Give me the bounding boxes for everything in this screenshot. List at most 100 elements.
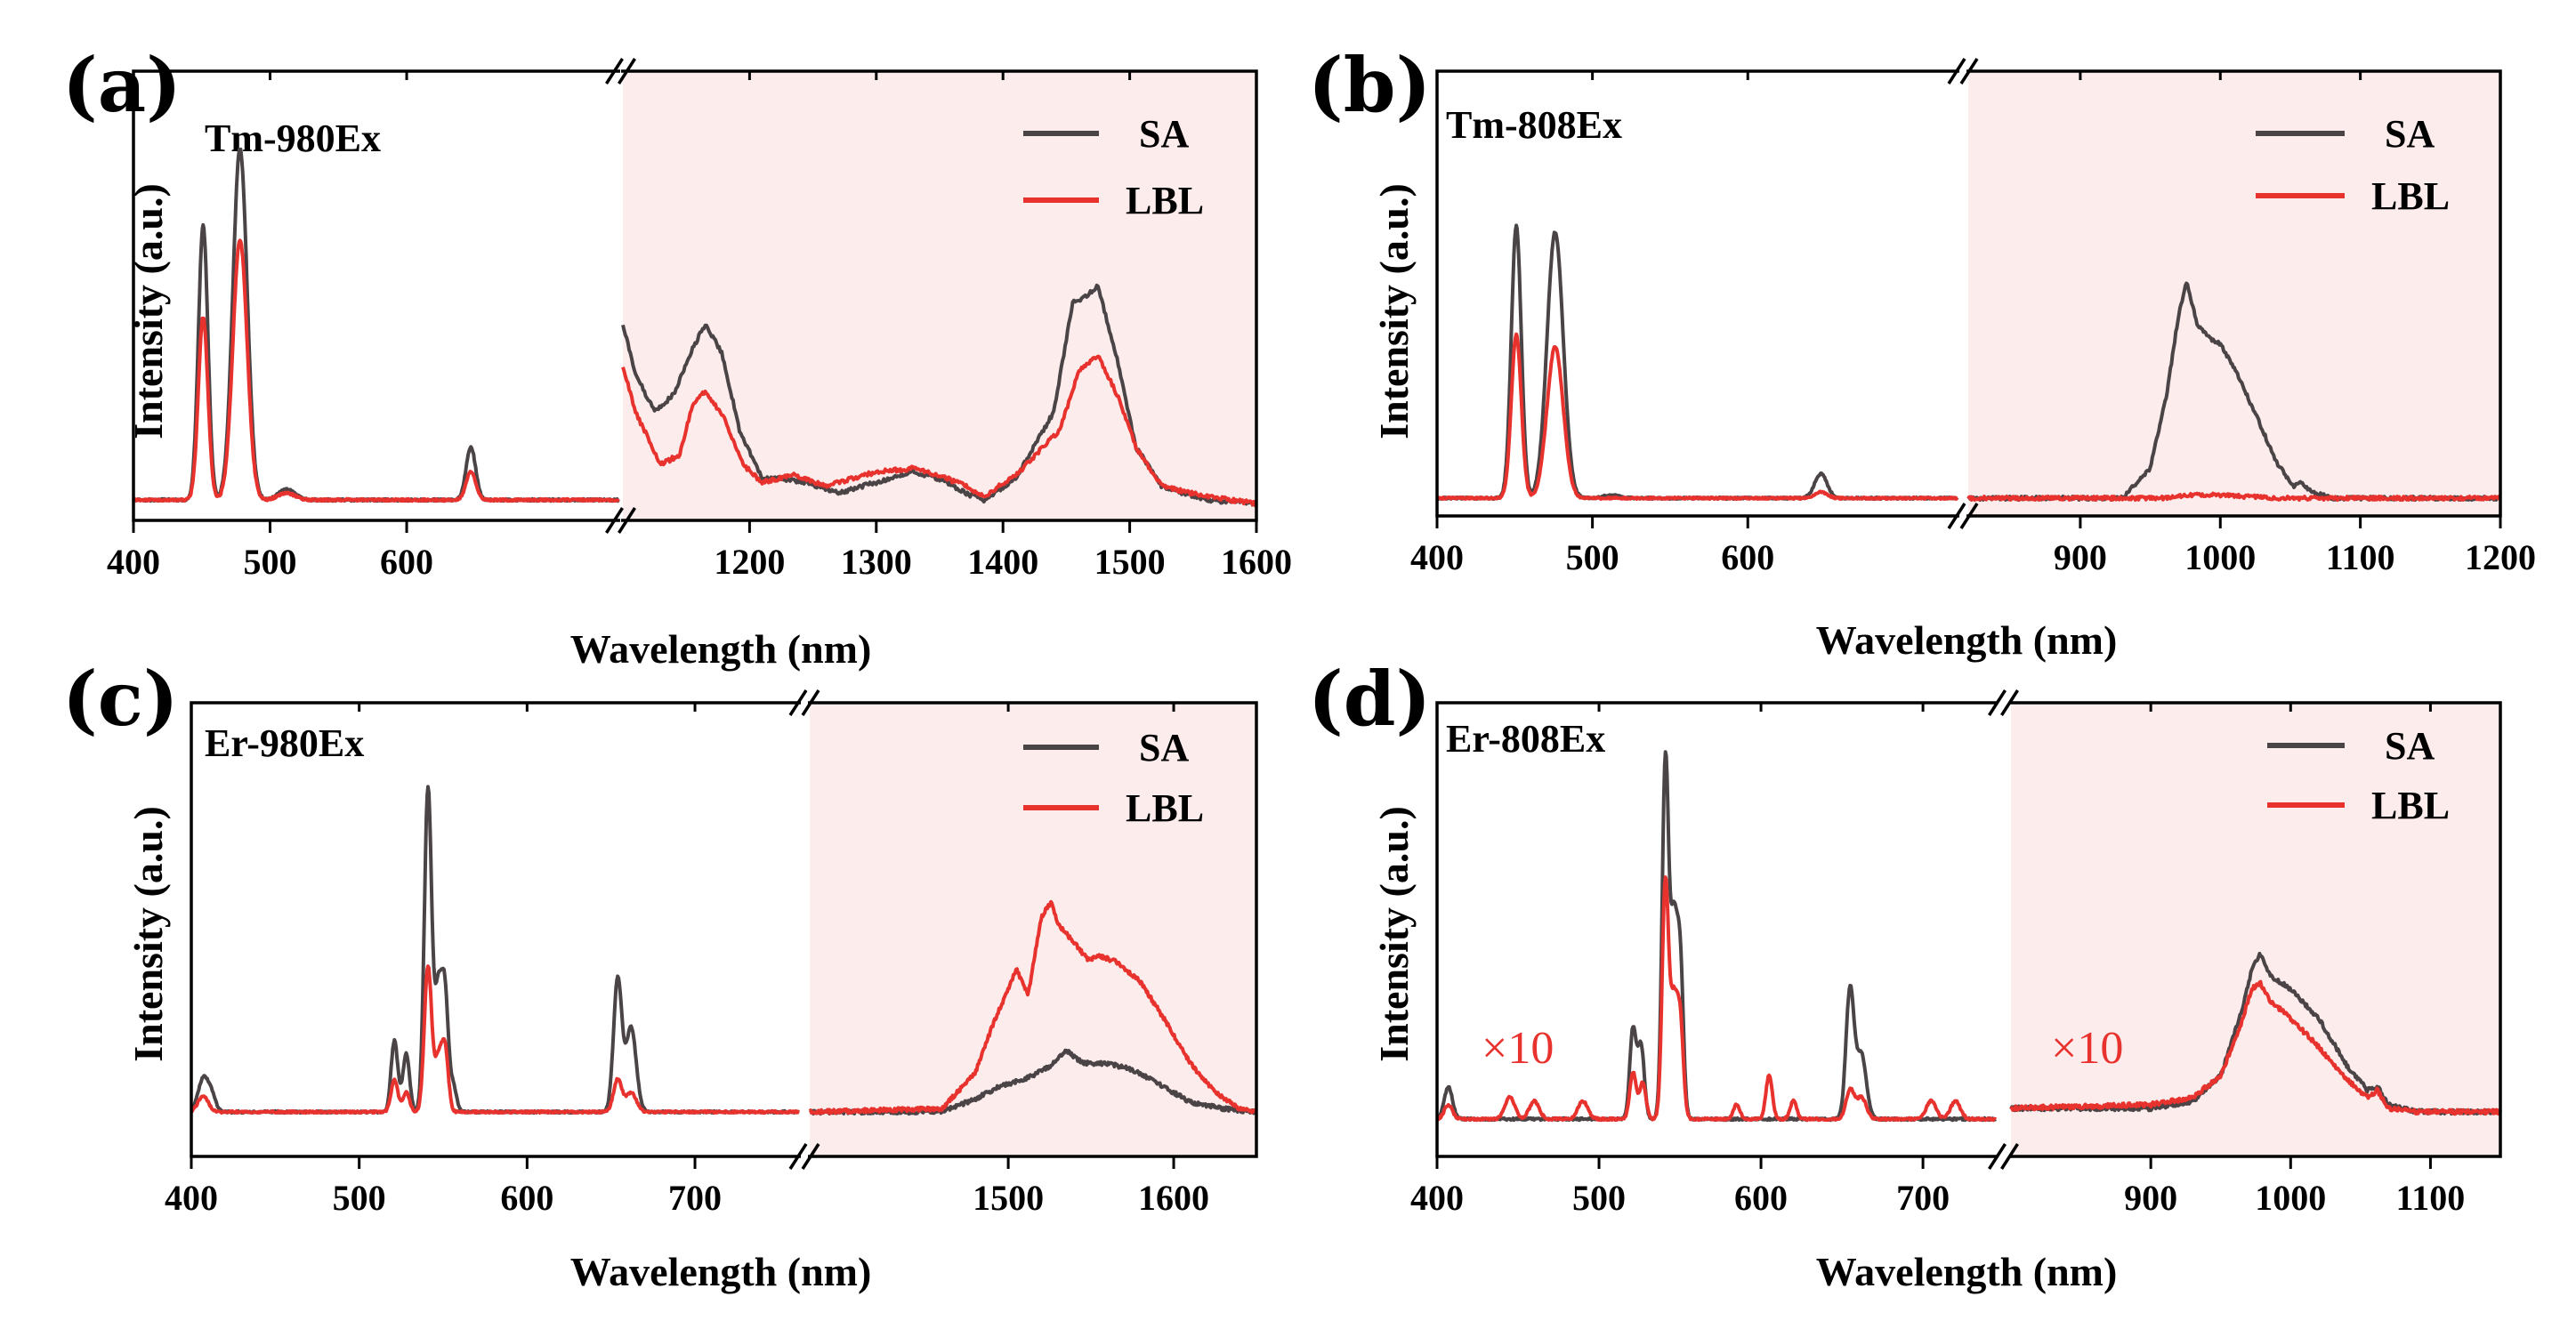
panel-a-title: Tm-980Ex xyxy=(205,117,381,160)
panel-d-nir-scale-note: ×10 xyxy=(2051,1023,2123,1074)
panel-b-xlabel: Wavelength (nm) xyxy=(1816,617,2118,663)
x-tick-label: 1200 xyxy=(2465,537,2536,577)
axis-break-gap-bottom xyxy=(1959,511,1966,521)
x-tick-label: 500 xyxy=(1566,537,1619,577)
panel-a-series xyxy=(132,147,1257,508)
panel-b-ylabel: Intensity (a.u.) xyxy=(1371,183,1417,439)
panel-c-label: (c) xyxy=(62,655,179,743)
x-tick-label: 400 xyxy=(1410,1178,1464,1218)
x-tick-label: 1100 xyxy=(2396,1178,2466,1218)
panel-a-axes-frame xyxy=(132,58,1258,534)
legend-sa-label: SA xyxy=(2385,724,2435,768)
x-tick-label: 1200 xyxy=(714,542,785,582)
series-lbl-visible xyxy=(1435,332,1959,501)
panel-d-vis-scale-note: ×10 xyxy=(1482,1023,1554,1074)
panel-c-ticks: 400 500 600 700 1500 1600 xyxy=(165,703,1209,1218)
panel-b-label: (b) xyxy=(1308,41,1431,129)
legend-sa-label: SA xyxy=(2385,112,2435,156)
x-tick-label: 1000 xyxy=(2184,537,2256,577)
panel-d-legend: SA LBL xyxy=(2267,724,2450,827)
series-lbl-visible xyxy=(1435,875,1998,1123)
panel-d: (d) Er-808Ex SA LBL ×10 ×10 400 500 600 700… xyxy=(1308,655,2502,1294)
panel-c-axes-frame xyxy=(190,689,1258,1170)
panel-c-series xyxy=(190,785,1258,1116)
panel-c-xlabel: Wavelength (nm) xyxy=(570,1249,872,1294)
panel-a-vis-region xyxy=(133,71,618,520)
series-lbl-nir xyxy=(2009,979,2502,1116)
plot-border xyxy=(1435,701,2502,1158)
x-tick-label: 600 xyxy=(500,1178,553,1218)
x-tick-label: 1000 xyxy=(2255,1178,2326,1218)
panel-a-ticks: 400 500 600 1200 1300 1400 1500 1600 xyxy=(107,71,1292,582)
panel-d-title: Er-808Ex xyxy=(1446,717,1605,761)
x-tick-label: 1500 xyxy=(973,1178,1044,1218)
x-tick-label: 1500 xyxy=(1094,542,1166,582)
axis-break-mark-top xyxy=(1959,58,1979,85)
legend-sa-label: SA xyxy=(1139,726,1189,769)
panel-d-xlabel: Wavelength (nm) xyxy=(1816,1249,2118,1294)
axis-break-mark-top xyxy=(1947,58,1966,85)
panel-a-xlabel: Wavelength (nm) xyxy=(570,626,872,672)
series-lbl-nir xyxy=(1966,491,2502,502)
axis-break-mark-bottom xyxy=(1959,503,1979,529)
panel-b-legend: SA LBL xyxy=(2256,112,2450,218)
series-lbl-visible xyxy=(132,238,620,503)
panel-a-ylabel: Intensity (a.u.) xyxy=(125,183,171,439)
panel-c: (c) Er-980Ex SA LBL 400 500 600 700 1500 1600… xyxy=(62,655,1258,1294)
panel-c-title: Er-980Ex xyxy=(205,721,364,765)
panel-b-ticks: 400 500 600 900 1000 1100 1200 xyxy=(1410,71,2536,577)
x-tick-label: 400 xyxy=(107,542,160,582)
axis-break-gap-bottom xyxy=(620,515,621,526)
panel-b-axes-frame xyxy=(1435,58,2502,529)
x-tick-label: 700 xyxy=(1896,1178,1950,1218)
legend-lbl-label: LBL xyxy=(2371,174,2450,218)
axis-break-mark-top xyxy=(801,689,820,716)
panel-b-title: Tm-808Ex xyxy=(1446,103,1622,147)
panel-c-ylabel: Intensity (a.u.) xyxy=(125,806,171,1062)
panel-a: (a) Tm-980Ex SA LBL 400 500 600 1200 1300 140… xyxy=(62,41,1292,672)
axis-break-gap-top xyxy=(801,697,808,708)
axis-break-mark-bottom xyxy=(801,1143,820,1170)
panel-d-series xyxy=(1435,750,2502,1123)
legend-lbl-label: LBL xyxy=(1126,786,1204,830)
axis-break-mark-bottom xyxy=(1988,1143,2007,1170)
axis-break-mark-top xyxy=(605,58,624,85)
axis-break-mark-top xyxy=(1988,689,2007,716)
x-tick-label: 1300 xyxy=(841,542,912,582)
x-tick-label: 500 xyxy=(333,1178,386,1218)
axis-break-mark-top xyxy=(2000,689,2019,716)
series-lbl-nir xyxy=(808,899,1258,1116)
x-tick-label: 500 xyxy=(244,542,297,582)
x-tick-label: 600 xyxy=(1734,1178,1788,1218)
x-tick-label: 600 xyxy=(380,542,433,582)
panel-d-nir-shade xyxy=(2011,703,2500,1156)
panel-b-nir-shade xyxy=(1968,71,2500,516)
panel-c-nir-shade xyxy=(810,703,1256,1156)
axis-break-gap-bottom xyxy=(801,1151,808,1162)
x-tick-label: 600 xyxy=(1721,537,1774,577)
axis-break-mark-bottom xyxy=(2000,1143,2019,1170)
plot-border xyxy=(132,69,1258,522)
x-tick-label: 900 xyxy=(2124,1178,2177,1218)
panel-b-series xyxy=(1435,223,2502,502)
axis-break-mark-bottom xyxy=(605,507,624,534)
panel-a-legend: SA LBL xyxy=(1023,112,1204,222)
axis-break-gap-top xyxy=(620,66,621,77)
x-tick-label: 900 xyxy=(2054,537,2107,577)
x-tick-label: 400 xyxy=(1410,537,1464,577)
panel-b: (b) Tm-808Ex SA LBL 400 500 600 900 1000 1100… xyxy=(1308,41,2536,663)
axis-break-mark-bottom xyxy=(788,1143,808,1170)
series-lbl-visible xyxy=(190,964,801,1116)
x-tick-label: 400 xyxy=(165,1178,218,1218)
plot-border xyxy=(190,701,1258,1158)
axis-break-mark-top xyxy=(618,58,636,85)
legend-lbl-label: LBL xyxy=(1126,179,1204,222)
axis-break-mark-bottom xyxy=(618,507,636,534)
x-tick-label: 1100 xyxy=(2326,537,2395,577)
panel-c-legend: SA LBL xyxy=(1023,726,1204,830)
legend-sa-label: SA xyxy=(1139,112,1189,156)
panel-d-label: (d) xyxy=(1308,655,1431,743)
panel-a-nir-shade xyxy=(623,71,1256,520)
axis-break-gap-top xyxy=(1959,66,1966,77)
